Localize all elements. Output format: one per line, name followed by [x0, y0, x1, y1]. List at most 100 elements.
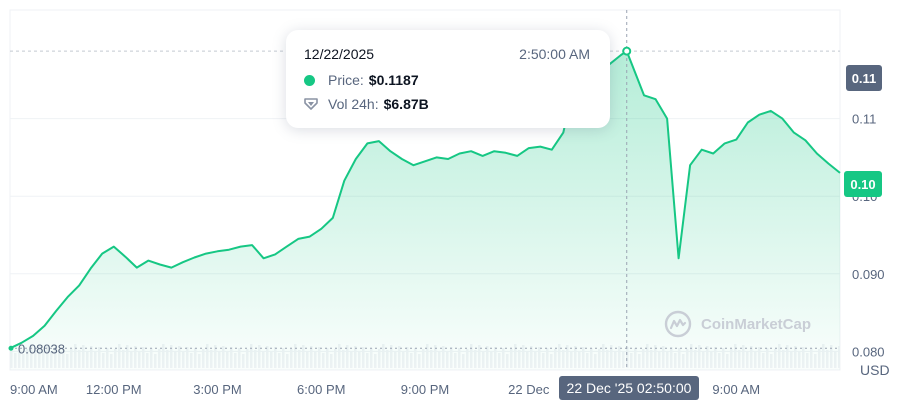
price-point	[747, 121, 749, 123]
price-point	[182, 261, 184, 263]
price-point	[147, 259, 149, 261]
price-line[interactable]	[9, 50, 841, 350]
price-point	[470, 150, 472, 152]
start-value-label: 0.08038	[18, 341, 65, 356]
price-point	[562, 131, 564, 133]
price-points	[8, 50, 841, 351]
price-point	[332, 217, 334, 219]
crosshair-time-badge: 22 Dec '25 02:50:00	[559, 376, 699, 400]
price-point	[689, 164, 691, 166]
price-point	[654, 98, 656, 100]
x-tick-label: 9:00 PM	[401, 382, 449, 397]
price-point	[297, 238, 299, 240]
price-point	[32, 335, 34, 337]
price-point	[666, 117, 668, 119]
price-point	[424, 160, 426, 162]
price-point	[43, 325, 45, 327]
watermark: CoinMarketCap	[664, 310, 811, 338]
price-point	[793, 131, 795, 133]
price-point	[781, 117, 783, 119]
price-point	[631, 65, 633, 67]
price-tooltip: 12/22/2025 2:50:00 AM Price: $0.1187 Vol…	[286, 30, 610, 128]
high-price-badge: 0.11	[846, 65, 882, 91]
tooltip-volume-label: Vol 24h:	[328, 96, 379, 112]
price-point	[78, 284, 80, 286]
y-tick-label: 0.080	[852, 344, 885, 359]
price-point	[101, 252, 103, 254]
price-point	[113, 245, 115, 247]
x-tick-label: 3:00 PM	[193, 382, 241, 397]
price-point	[724, 142, 726, 144]
price-point	[677, 257, 679, 259]
price-point	[804, 139, 806, 141]
price-point	[620, 54, 622, 56]
green-dot-icon	[304, 74, 315, 86]
price-point	[55, 310, 57, 312]
price-point	[551, 148, 553, 150]
price-point	[447, 158, 449, 160]
price-point	[262, 257, 264, 259]
price-point	[251, 244, 253, 246]
current-price-badge: 0.10	[844, 171, 882, 197]
price-point	[274, 253, 276, 255]
price-point	[343, 179, 345, 181]
price-point	[770, 110, 772, 112]
price-area	[10, 51, 840, 370]
price-point	[626, 50, 628, 52]
price-point	[827, 162, 829, 164]
tooltip-price-row: Price: $0.1187	[304, 72, 419, 88]
price-point	[193, 256, 195, 258]
price-point	[643, 94, 645, 96]
price-point	[816, 152, 818, 154]
x-tick-label: 9:00 AM	[712, 382, 760, 397]
x-axis-ticks: 9:00 AM 12:00 PM 3:00 PM 6:00 PM 9:00 PM 22 D…	[10, 382, 760, 397]
price-point	[66, 296, 68, 298]
x-tick-label: 9:00 AM	[10, 382, 58, 397]
price-point	[539, 145, 541, 147]
y-tick-label: 0.11	[852, 112, 876, 127]
price-point	[378, 140, 380, 142]
price-point	[401, 158, 403, 160]
hover-point[interactable]	[622, 46, 632, 56]
tooltip-price-label: Price:	[328, 72, 364, 88]
price-point	[228, 249, 230, 251]
price-point	[320, 228, 322, 230]
price-point	[216, 250, 218, 252]
start-point	[8, 345, 14, 351]
price-point	[239, 245, 241, 247]
price-point	[504, 152, 506, 154]
coinmarketcap-logo-icon	[664, 310, 692, 338]
price-point	[412, 164, 414, 166]
y-tick-label: 0.090	[852, 267, 885, 282]
price-point	[89, 267, 91, 269]
price-point	[389, 150, 391, 152]
price-point	[458, 152, 460, 154]
price-point	[481, 155, 483, 157]
volume-shield-icon	[304, 98, 318, 110]
price-point	[159, 263, 161, 265]
price-point	[136, 266, 138, 268]
price-point	[516, 155, 518, 157]
price-point	[735, 138, 737, 140]
tooltip-time: 2:50:00 AM	[519, 46, 590, 62]
price-point	[700, 148, 702, 150]
price-point	[309, 235, 311, 237]
price-point	[528, 147, 530, 149]
price-point	[355, 158, 357, 160]
tooltip-date: 12/22/2025	[304, 46, 375, 62]
price-point	[124, 256, 126, 258]
x-tick-label: 12:00 PM	[86, 382, 142, 397]
price-point	[712, 152, 714, 154]
watermark-text: CoinMarketCap	[701, 315, 812, 333]
price-point	[758, 114, 760, 116]
price-point	[170, 266, 172, 268]
x-tick-label: 6:00 PM	[297, 382, 345, 397]
price-point	[839, 172, 841, 174]
price-point	[366, 142, 368, 144]
x-tick-label: 22 Dec	[508, 382, 550, 397]
tooltip-volume-row: Vol 24h: $6.87B	[304, 96, 429, 112]
price-point	[205, 252, 207, 254]
